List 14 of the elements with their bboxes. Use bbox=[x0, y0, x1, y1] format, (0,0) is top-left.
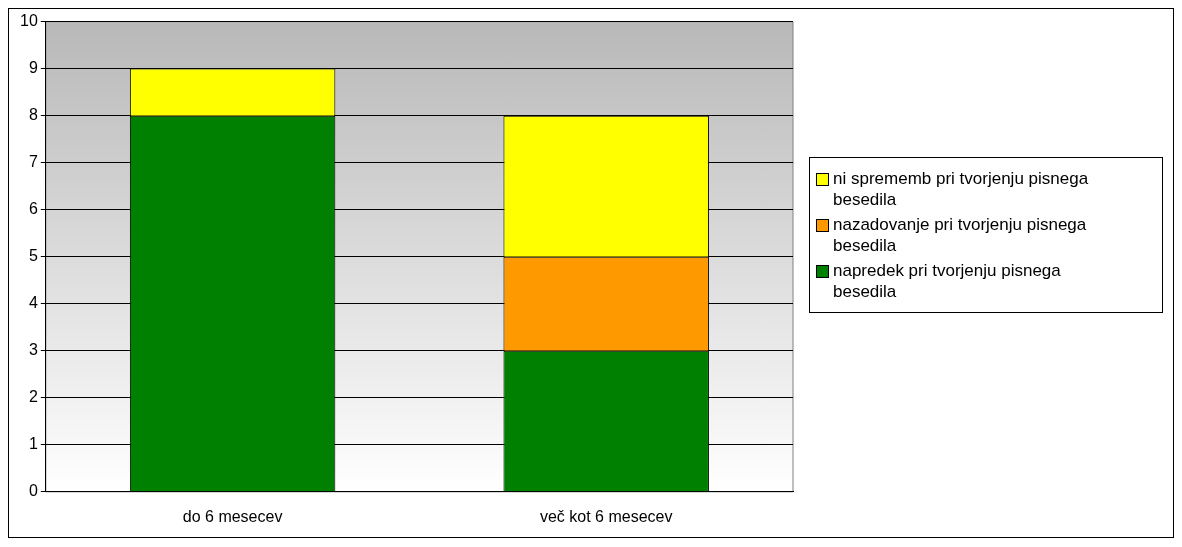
y-tick-label: 2 bbox=[28, 388, 38, 406]
y-tick-label: 10 bbox=[20, 12, 38, 30]
y-tick-label: 9 bbox=[28, 59, 38, 77]
y-tick-label: 8 bbox=[28, 106, 38, 124]
y-tick-label: 3 bbox=[28, 341, 38, 359]
y-tick-label: 6 bbox=[28, 200, 38, 218]
text: napredek pri tvorjenju pisnega besedila bbox=[833, 260, 1062, 302]
y-tick-label: 4 bbox=[28, 294, 38, 312]
x-tick-label: do 6 mesecev bbox=[182, 507, 283, 525]
y-tick-label: 7 bbox=[28, 153, 38, 171]
x-tick-label: več kot 6 mesecev bbox=[539, 507, 673, 525]
y-tick-label: 0 bbox=[28, 482, 38, 500]
y-tick-label: 1 bbox=[28, 435, 38, 453]
y-tick-label: 5 bbox=[28, 247, 38, 265]
